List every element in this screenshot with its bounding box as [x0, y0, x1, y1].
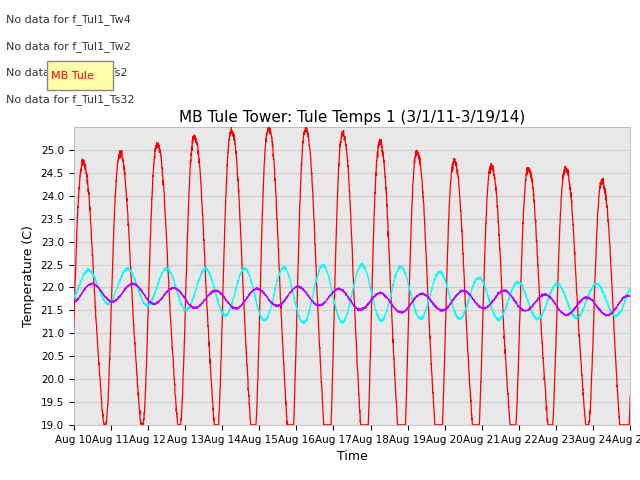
Text: No data for f_Tul1_Tw4: No data for f_Tul1_Tw4: [6, 14, 131, 25]
Text: MB Tule: MB Tule: [51, 71, 94, 81]
Text: No data for f_Tul1_Ts2: No data for f_Tul1_Ts2: [6, 67, 128, 78]
Text: No data for f_Tul1_Ts32: No data for f_Tul1_Ts32: [6, 94, 135, 105]
Title: MB Tule Tower: Tule Temps 1 (3/1/11-3/19/14): MB Tule Tower: Tule Temps 1 (3/1/11-3/19…: [179, 109, 525, 125]
Y-axis label: Temperature (C): Temperature (C): [22, 225, 35, 327]
X-axis label: Time: Time: [337, 450, 367, 463]
Text: No data for f_Tul1_Tw2: No data for f_Tul1_Tw2: [6, 41, 131, 52]
